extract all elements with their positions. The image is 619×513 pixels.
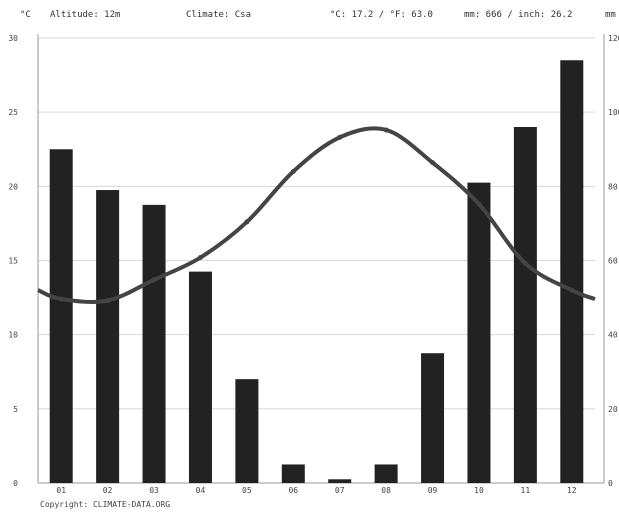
precipitation-bar — [421, 353, 445, 483]
x-tick-label: 06 — [288, 486, 298, 495]
temperature-line — [37, 126, 596, 304]
y-right-tick-label: 40 — [608, 331, 618, 340]
x-tick-label: 01 — [56, 486, 66, 495]
y-left-tick-label: 15 — [8, 257, 18, 266]
temperature-point — [383, 127, 389, 133]
x-tick-label: 07 — [335, 486, 345, 495]
temperature-summary: °C: 17.2 / °F: 63.0 — [330, 10, 433, 20]
x-tick-label: 04 — [196, 486, 206, 495]
y-right-tick-label: 80 — [608, 182, 618, 191]
y-right-tick-label: 120 — [608, 34, 619, 43]
temperature-point — [337, 134, 343, 140]
y-right-tick-label: 0 — [608, 479, 613, 488]
precipitation-bar — [467, 182, 491, 483]
x-tick-label: 05 — [242, 486, 252, 495]
y-right-tick-label: 60 — [608, 257, 618, 266]
x-tick-label: 11 — [521, 486, 531, 495]
y-left-tick-label: 30 — [8, 34, 18, 43]
x-tick-label: 03 — [149, 486, 159, 495]
temperature-point — [430, 160, 436, 166]
temperature-point — [522, 260, 528, 266]
x-tick-label: 02 — [103, 486, 113, 495]
y-right-tick-label: 20 — [608, 405, 618, 414]
precipitation-bar — [374, 464, 398, 483]
temperature-point — [197, 255, 203, 261]
y-left-tick-label: 0 — [13, 479, 18, 488]
y-left-tick-label: 20 — [8, 182, 18, 191]
y-left-tick-label: 25 — [8, 108, 18, 117]
right-axis-unit: mm — [605, 10, 616, 20]
precipitation-bar — [513, 127, 537, 483]
copyright-text: Copyright: CLIMATE-DATA.ORG — [40, 500, 171, 509]
precipitation-summary: mm: 666 / inch: 26.2 — [464, 10, 573, 20]
precipitation-bar — [328, 479, 352, 483]
precipitation-bar — [96, 190, 120, 483]
temperature-point — [290, 169, 296, 174]
x-tick-label: 09 — [428, 486, 438, 495]
temperature-point — [58, 296, 64, 302]
temperature-point — [244, 219, 250, 225]
x-tick-label: 12 — [567, 486, 577, 495]
precipitation-bar — [281, 464, 305, 483]
temperature-point — [151, 277, 157, 283]
precipitation-bar — [188, 271, 212, 483]
temperature-point — [569, 287, 575, 293]
y-right-tick-label: 100 — [608, 108, 619, 117]
y-left-tick-label: 10 — [8, 331, 18, 340]
y-left-tick-label: 5 — [13, 405, 18, 414]
precipitation-bar — [142, 204, 166, 483]
temperature-point — [476, 201, 482, 207]
climate-label: Climate: Csa — [186, 10, 252, 20]
temperature-point — [105, 298, 111, 304]
precipitation-bar — [235, 379, 259, 483]
precipitation-bar — [49, 149, 73, 483]
precipitation-bar — [560, 60, 584, 483]
altitude-label: Altitude: 12m — [50, 10, 121, 20]
x-tick-label: 10 — [474, 486, 484, 495]
left-axis-unit: °C — [20, 10, 31, 20]
x-tick-label: 08 — [381, 486, 391, 495]
